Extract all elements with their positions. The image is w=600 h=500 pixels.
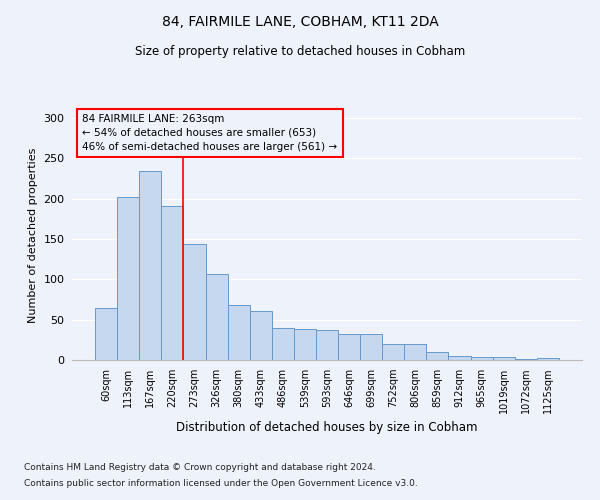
Bar [272, 328, 294, 360]
Bar [95, 308, 117, 360]
Bar [448, 356, 470, 360]
Bar [382, 344, 404, 360]
Bar [470, 357, 493, 360]
Bar [227, 305, 250, 360]
Bar [493, 357, 515, 360]
Bar [537, 358, 559, 360]
Bar [316, 330, 338, 360]
Bar [338, 334, 360, 360]
Bar [139, 172, 161, 360]
Bar [161, 206, 184, 360]
Bar [294, 330, 316, 360]
Bar [404, 344, 427, 360]
Bar [206, 274, 227, 360]
Bar [117, 197, 139, 360]
Bar [515, 359, 537, 360]
Bar [427, 352, 448, 360]
Y-axis label: Number of detached properties: Number of detached properties [28, 148, 38, 322]
Bar [250, 311, 272, 360]
Text: Size of property relative to detached houses in Cobham: Size of property relative to detached ho… [135, 45, 465, 58]
Text: 84 FAIRMILE LANE: 263sqm
← 54% of detached houses are smaller (653)
46% of semi-: 84 FAIRMILE LANE: 263sqm ← 54% of detach… [82, 114, 337, 152]
Text: Contains public sector information licensed under the Open Government Licence v3: Contains public sector information licen… [24, 478, 418, 488]
X-axis label: Distribution of detached houses by size in Cobham: Distribution of detached houses by size … [176, 422, 478, 434]
Text: 84, FAIRMILE LANE, COBHAM, KT11 2DA: 84, FAIRMILE LANE, COBHAM, KT11 2DA [161, 15, 439, 29]
Bar [360, 334, 382, 360]
Text: Contains HM Land Registry data © Crown copyright and database right 2024.: Contains HM Land Registry data © Crown c… [24, 464, 376, 472]
Bar [184, 244, 206, 360]
